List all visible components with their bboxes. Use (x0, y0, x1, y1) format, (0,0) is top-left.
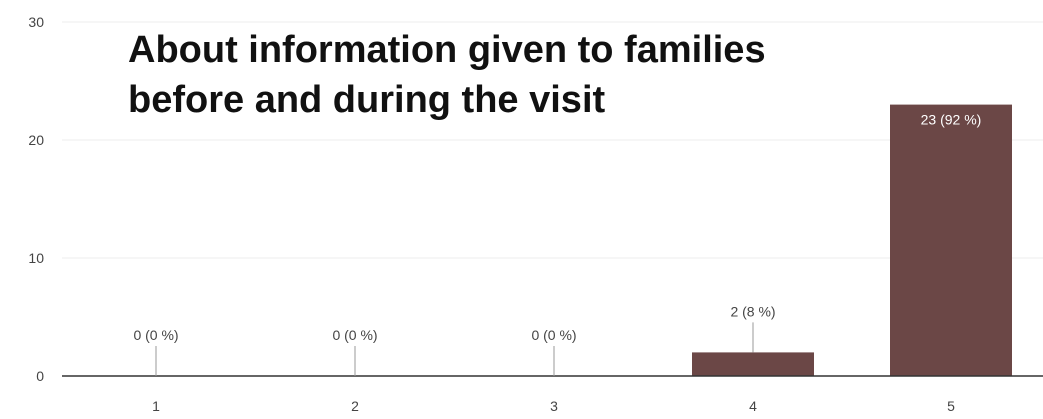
data-label: 0 (0 %) (531, 327, 576, 343)
x-tick-label: 5 (947, 398, 955, 414)
data-labels: 0 (0 %) 0 (0 %) 0 (0 %) 2 (8 %) 23 (92 %) (133, 112, 981, 376)
x-tick-label: 2 (351, 398, 359, 414)
x-tick-label: 1 (152, 398, 160, 414)
gridlines (62, 21, 1043, 259)
data-label: 2 (8 %) (730, 303, 775, 319)
bars (692, 104, 1012, 376)
y-tick-label: 10 (28, 250, 44, 266)
data-label: 23 (92 %) (921, 112, 982, 128)
data-label: 0 (0 %) (332, 327, 377, 343)
x-tick-label: 4 (749, 398, 757, 414)
chart-title-line-1: About information given to families (128, 29, 766, 71)
bar-4 (692, 352, 814, 376)
x-tick-label: 3 (550, 398, 558, 414)
chart-title-line-2: before and during the visit (128, 79, 605, 121)
y-tick-label: 30 (28, 14, 44, 30)
y-tick-label: 20 (28, 132, 44, 148)
data-label: 0 (0 %) (133, 327, 178, 343)
axes: 0 10 20 30 1 2 3 4 5 (28, 14, 1043, 414)
bar-5 (890, 104, 1012, 376)
y-tick-label: 0 (36, 368, 44, 384)
